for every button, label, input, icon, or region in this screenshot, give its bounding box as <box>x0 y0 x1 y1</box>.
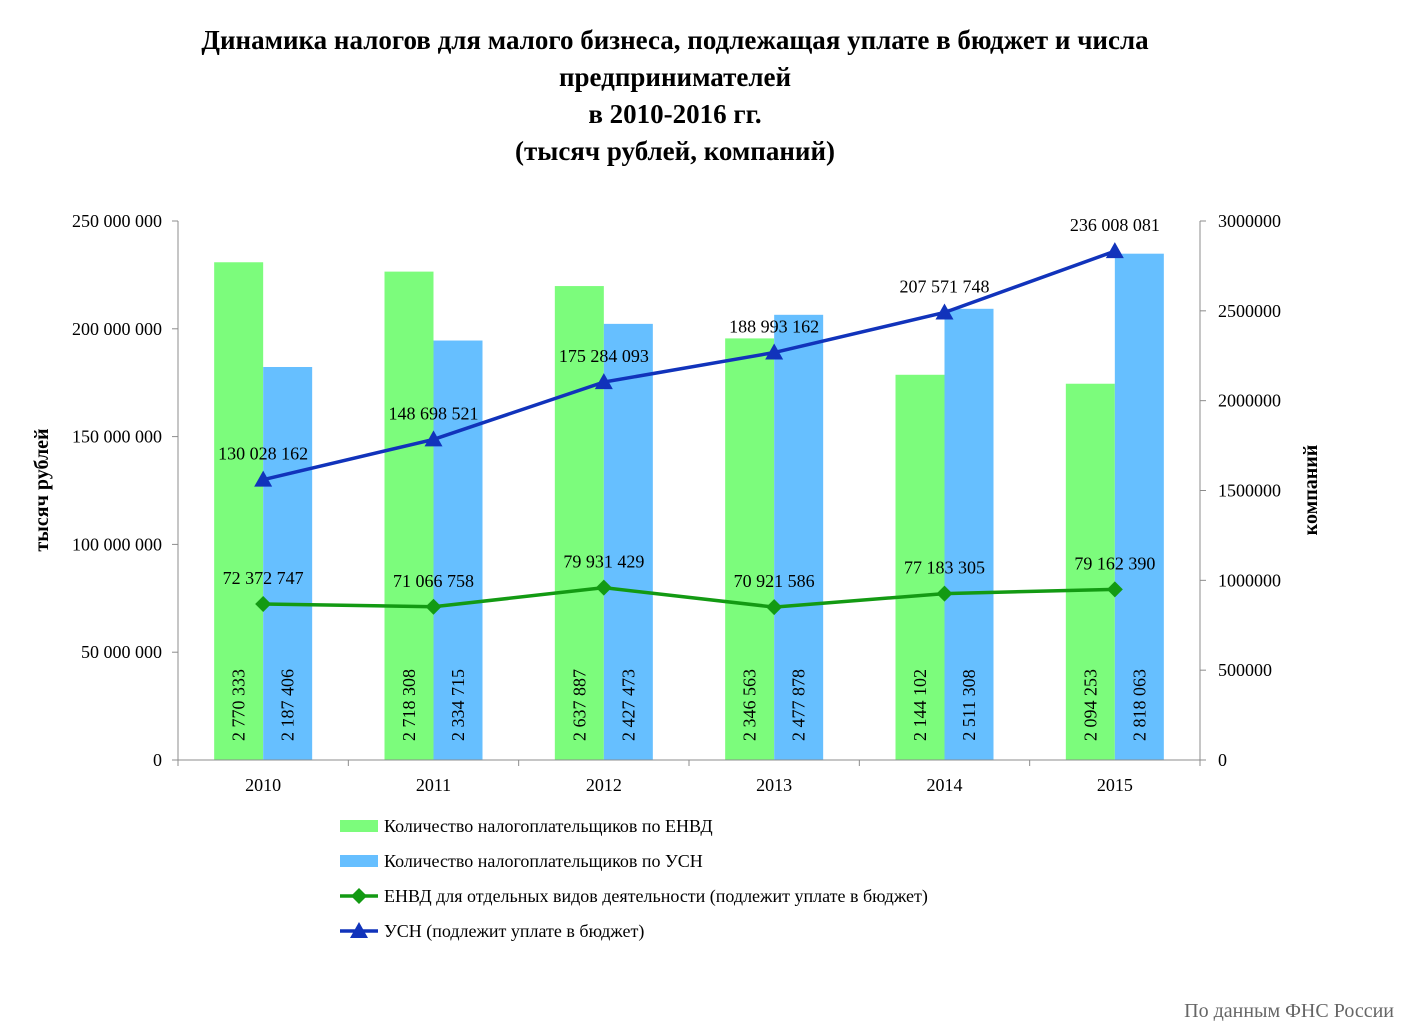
bar-usn-count-2011 <box>433 340 483 760</box>
point-usn-tax-2010 <box>254 470 273 487</box>
bar-value-label: 2 427 473 <box>618 669 638 741</box>
line-envd-tax <box>263 585 1115 609</box>
point-value-label: 70 921 586 <box>734 571 815 591</box>
y-tick-label: 100 000 000 <box>72 534 162 554</box>
y-tick-label: 50 000 000 <box>81 642 162 662</box>
y2-tick-label: 500000 <box>1218 660 1272 680</box>
x-tick-label: 2013 <box>756 775 792 795</box>
point-value-label: 77 183 305 <box>904 558 985 578</box>
legend-label: Количество налогоплательщиков по ЕНВД <box>384 816 713 836</box>
bar-envd-count-2013 <box>725 338 775 760</box>
point-value-label: 72 372 747 <box>223 568 304 588</box>
source-note: По данным ФНС России <box>1184 1000 1394 1022</box>
y-tick-label: 250 000 000 <box>72 211 162 231</box>
point-value-label: 175 284 093 <box>559 346 649 366</box>
chart-title-line-2: предпринимателей <box>558 62 792 92</box>
point-value-label: 236 008 081 <box>1070 215 1160 235</box>
point-envd-tax-2011 <box>425 598 442 615</box>
y2-tick-label: 1500000 <box>1218 481 1281 501</box>
point-envd-tax-2013 <box>766 599 783 616</box>
point-value-label: 148 698 521 <box>389 403 479 423</box>
point-envd-tax-2014 <box>936 585 953 602</box>
bar-value-label: 2 818 063 <box>1129 669 1149 741</box>
legend-marker-envd-tax <box>351 888 367 904</box>
bar-value-label: 2 187 406 <box>278 669 298 741</box>
point-usn-tax-2015 <box>1105 242 1124 259</box>
bar-value-label: 2 718 308 <box>399 669 419 741</box>
chart-title-line-1: Динамика налогов для малого бизнеса, под… <box>201 25 1149 55</box>
point-usn-tax-2014 <box>935 303 954 320</box>
point-value-label: 207 571 748 <box>900 276 990 296</box>
bar-value-label: 2 094 253 <box>1080 669 1100 741</box>
chart-title: Динамика налогов для малого бизнеса, под… <box>0 22 1350 170</box>
y2-tick-label: 2500000 <box>1218 301 1281 321</box>
point-envd-tax-2015 <box>1106 581 1123 598</box>
bar-envd-count-2014 <box>895 374 945 760</box>
y-tick-label: 200 000 000 <box>72 319 162 339</box>
bar-usn-count-2012 <box>603 323 653 760</box>
x-tick-label: 2014 <box>927 775 963 795</box>
legend-label: УСН (подлежит уплате в бюджет) <box>384 921 644 942</box>
bar-value-label: 2 144 102 <box>910 669 930 741</box>
legend-label: ЕНВД для отдельных видов деятельности (п… <box>384 886 928 907</box>
point-value-label: 79 931 429 <box>563 552 644 572</box>
bar-value-label: 2 637 887 <box>569 669 589 741</box>
x-tick-label: 2012 <box>586 775 622 795</box>
legend-swatch-usn-count <box>340 855 378 867</box>
bar-value-label: 2 770 333 <box>229 669 249 741</box>
y2-tick-label: 3000000 <box>1218 211 1281 231</box>
bar-envd-count-2011 <box>384 271 434 760</box>
bar-value-label: 2 477 878 <box>789 669 809 741</box>
bar-usn-count-2013 <box>774 314 824 760</box>
y-tick-label: 150 000 000 <box>72 427 162 447</box>
point-value-label: 130 028 162 <box>218 444 308 464</box>
point-usn-tax-2012 <box>594 373 613 390</box>
y-tick-label: 0 <box>153 750 162 770</box>
point-value-label: 188 993 162 <box>729 317 819 337</box>
point-envd-tax-2010 <box>255 595 272 612</box>
y-axis-title: тысяч рублей <box>31 428 53 551</box>
y2-axis-title: компаний <box>1300 445 1322 536</box>
bar-usn-count-2010 <box>263 366 313 760</box>
legend-label: Количество налогоплательщиков по УСН <box>384 851 703 871</box>
legend-swatch-envd-count <box>340 820 378 832</box>
bar-envd-count-2015 <box>1065 383 1115 760</box>
x-tick-label: 2010 <box>245 775 281 795</box>
bar-value-label: 2 346 563 <box>740 669 760 741</box>
point-value-label: 71 066 758 <box>393 571 474 591</box>
chart-title-line-4: (тысяч рублей, компаний) <box>514 136 836 166</box>
bar-value-label: 2 511 308 <box>959 669 979 740</box>
line-usn-tax <box>262 249 1116 482</box>
bar-usn-count-2015 <box>1114 253 1164 760</box>
point-usn-tax-2011 <box>424 430 443 447</box>
chart-title-line-3: в 2010-2016 гг. <box>588 99 762 129</box>
legend-marker-usn-tax <box>350 922 368 938</box>
point-envd-tax-2012 <box>595 579 612 596</box>
point-value-label: 79 162 390 <box>1074 553 1155 573</box>
y2-tick-label: 0 <box>1218 750 1227 770</box>
y2-tick-label: 1000000 <box>1218 570 1281 590</box>
x-tick-label: 2015 <box>1097 775 1133 795</box>
x-tick-label: 2011 <box>416 775 451 795</box>
bar-value-label: 2 334 715 <box>448 669 468 741</box>
bar-usn-count-2014 <box>944 308 994 760</box>
bar-envd-count-2010 <box>214 262 264 760</box>
y2-tick-label: 2000000 <box>1218 391 1281 411</box>
point-usn-tax-2013 <box>765 343 784 360</box>
bar-envd-count-2012 <box>554 286 604 760</box>
